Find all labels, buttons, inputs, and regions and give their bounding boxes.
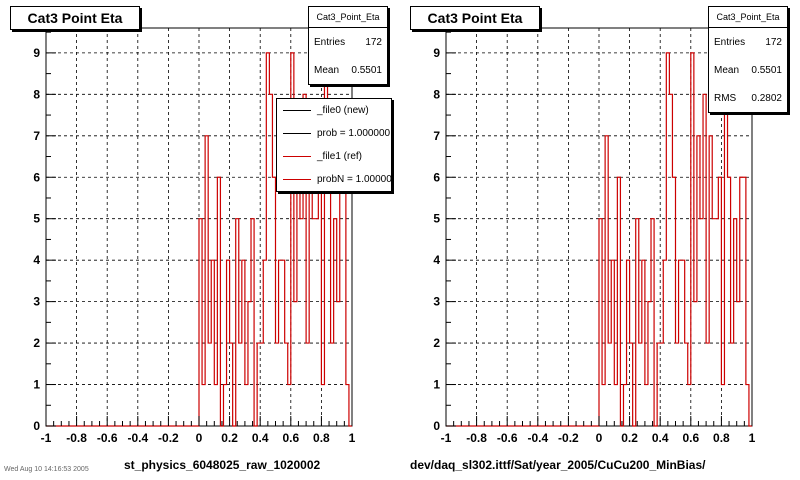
- x-tick-label-left-3: -0.4: [127, 431, 148, 445]
- x-tick-label-left-8: 0.6: [282, 431, 299, 445]
- x-tick-label-right-10: 1: [749, 431, 756, 445]
- x-tick-label-right-4: -0.2: [558, 431, 579, 445]
- y-tick-label-right-2: 2: [433, 336, 440, 350]
- y-tick-label-right-4: 4: [433, 253, 440, 267]
- y-tick-label-right-1: 1: [433, 378, 440, 392]
- y-tick-label-right-8: 8: [433, 87, 440, 101]
- legend-entry-file1: _file1 (ref): [277, 145, 391, 168]
- x-tick-label-left-9: 0.8: [313, 431, 330, 445]
- x-tick-label-left-5: 0: [196, 431, 203, 445]
- x-tick-label-right-8: 0.6: [682, 431, 699, 445]
- stats-title-right: Cat3_Point_Eta: [709, 7, 787, 28]
- stats-mean-value-left: 0.5501: [351, 64, 382, 76]
- stats-entries-value-right: 172: [765, 36, 782, 48]
- y-tick-label-right-6: 6: [433, 170, 440, 184]
- x-tick-label-left-10: 1: [349, 431, 356, 445]
- stats-mean-label-left: Mean: [314, 64, 340, 76]
- stats-mean-value-right: 0.5501: [751, 64, 782, 76]
- histogram-pad-left: -1 -0.8 -0.6 -0.4 -0.2 0 0.2 0.4 0.6 0.8 1 0 1 2 3 4 5 6 7…: [10, 6, 392, 472]
- histogram-title-left: Cat3 Point Eta: [10, 6, 140, 30]
- stats-entries-label-right: Entries: [714, 36, 746, 48]
- histogram-series-right-0: [446, 52, 752, 427]
- legend-entry-prob: prob = 1.000000: [277, 122, 391, 145]
- x-tick-label-left-7: 0.4: [252, 431, 269, 445]
- y-tick-label-right-9: 9: [433, 46, 440, 60]
- x-tick-label-right-6: 0.2: [621, 431, 638, 445]
- legend-label-file1: _file1 (ref): [317, 151, 363, 162]
- legend-label-probn: probN = 1.000000: [317, 174, 392, 185]
- legend-line-probn: [283, 179, 311, 180]
- y-tick-label-left-9: 9: [33, 46, 40, 60]
- stats-rms-row-right: RMS 0.2802: [709, 84, 787, 112]
- legend-box-left: _file0 (new) prob = 1.000000 _file1 (ref…: [276, 98, 392, 192]
- y-tick-label-left-2: 2: [33, 336, 40, 350]
- stats-rms-value-right: 0.2802: [751, 92, 782, 104]
- timestamp-note: Wed Aug 10 14:16:53 2005: [4, 466, 89, 473]
- stats-entries-label-left: Entries: [314, 36, 346, 48]
- legend-line-file0: [283, 110, 311, 111]
- y-tick-label-right-7: 7: [433, 129, 440, 143]
- x-tick-label-right-0: -1: [441, 431, 452, 445]
- histogram-plot-left: -1 -0.8 -0.6 -0.4 -0.2 0 0.2 0.4 0.6 0.8 1 0 1 2 3 4 5 6 7…: [33, 27, 356, 445]
- y-tick-label-left-4: 4: [33, 253, 40, 267]
- x-axis-title-left: st_physics_6048025_raw_1020002: [124, 458, 321, 472]
- stats-entries-row-left: Entries 172: [309, 28, 387, 56]
- x-tick-label-right-1: -0.8: [466, 431, 487, 445]
- y-tick-label-left-0: 0: [33, 419, 40, 433]
- histogram-pad-right: -1 -0.8 -0.6 -0.4 -0.2 0 0.2 0.4 0.6 0.8 1 0 1 2 3 4 5 6 7…: [400, 0, 800, 480]
- y-tick-label-left-3: 3: [33, 295, 40, 309]
- legend-line-prob: [283, 133, 311, 134]
- x-axis-title-right: dev/daq_sl302.ittf/Sat/year_2005/CuCu200…: [410, 458, 706, 472]
- y-tick-label-right-5: 5: [433, 212, 440, 226]
- stats-box-right: Cat3_Point_Eta Entries 172 Mean 0.5501 R…: [708, 6, 788, 113]
- x-tick-label-left-2: -0.6: [97, 431, 118, 445]
- histogram-plot-right: -1 -0.8 -0.6 -0.4 -0.2 0 0.2 0.4 0.6 0.8 1 0 1 2 3 4 5 6 7…: [433, 27, 756, 445]
- stats-mean-row-right: Mean 0.5501: [709, 56, 787, 84]
- legend-label-prob: prob = 1.000000: [317, 128, 391, 139]
- stats-entries-row-right: Entries 172: [709, 28, 787, 56]
- y-tick-label-right-3: 3: [433, 295, 440, 309]
- x-tick-label-right-7: 0.4: [652, 431, 669, 445]
- stats-box-left: Cat3_Point_Eta Entries 172 Mean 0.5501: [308, 6, 388, 85]
- y-tick-label-right-0: 0: [433, 419, 440, 433]
- x-tick-label-right-3: -0.4: [527, 431, 548, 445]
- histogram-title-right: Cat3 Point Eta: [410, 6, 540, 30]
- y-tick-label-left-8: 8: [33, 87, 40, 101]
- stats-entries-value-left: 172: [365, 36, 382, 48]
- x-tick-label-right-5: 0: [596, 431, 603, 445]
- stats-title-left: Cat3_Point_Eta: [309, 7, 387, 28]
- x-tick-label-left-4: -0.2: [158, 431, 179, 445]
- legend-line-file1: [283, 156, 311, 157]
- legend-entry-probn: probN = 1.000000: [277, 168, 391, 191]
- y-tick-label-left-7: 7: [33, 129, 40, 143]
- y-tick-label-left-5: 5: [33, 212, 40, 226]
- x-tick-label-right-9: 0.8: [713, 431, 730, 445]
- x-tick-label-right-2: -0.6: [497, 431, 518, 445]
- stats-mean-row-left: Mean 0.5501: [309, 56, 387, 84]
- stats-mean-label-right: Mean: [714, 64, 740, 76]
- y-tick-label-left-1: 1: [33, 378, 40, 392]
- x-tick-label-left-6: 0.2: [221, 431, 238, 445]
- legend-label-file0: _file0 (new): [317, 105, 369, 116]
- y-tick-label-left-6: 6: [33, 170, 40, 184]
- stats-rms-label-right: RMS: [714, 92, 737, 104]
- legend-entry-file0: _file0 (new): [277, 99, 391, 122]
- x-tick-label-left-1: -0.8: [66, 431, 87, 445]
- x-tick-label-left-0: -1: [41, 431, 52, 445]
